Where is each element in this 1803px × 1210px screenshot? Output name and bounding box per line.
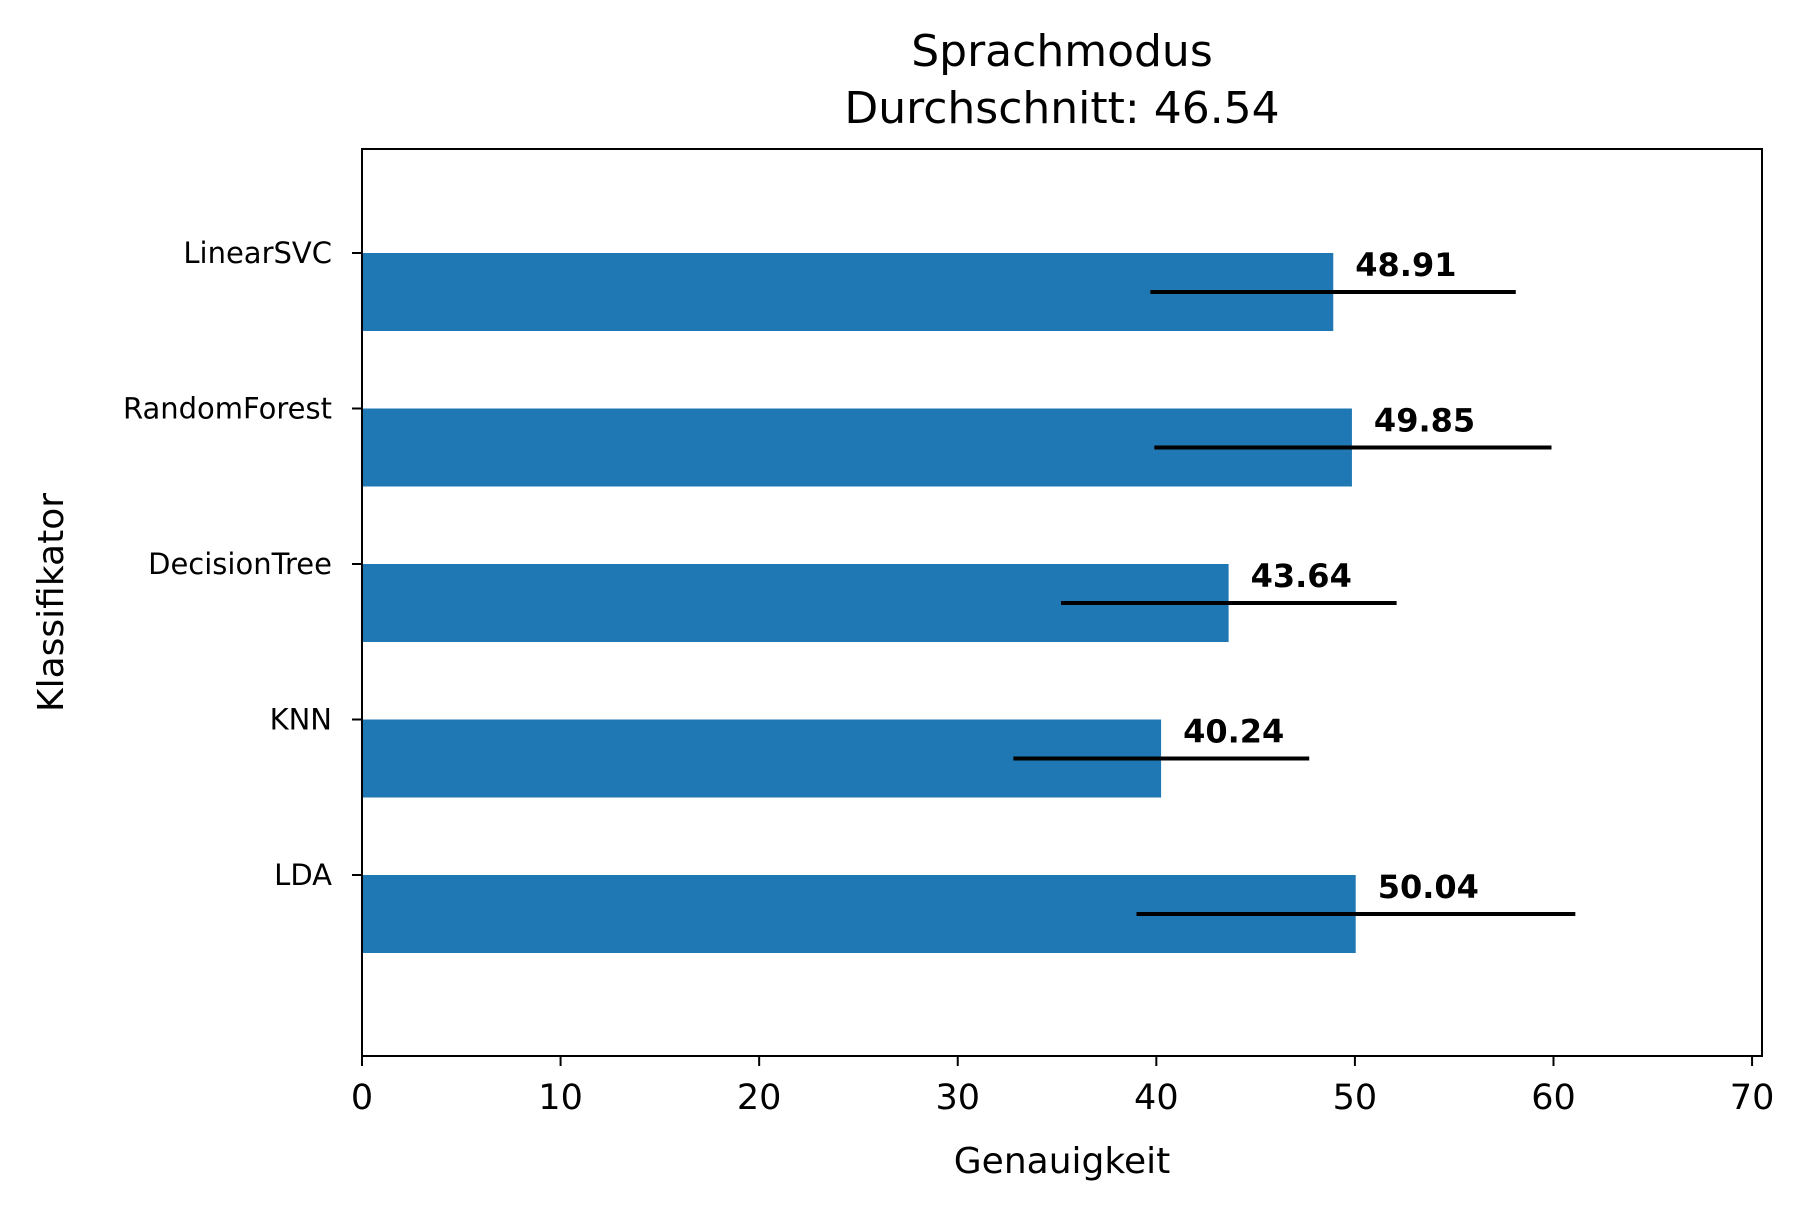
y-tick-label-knn: KNN bbox=[270, 703, 332, 737]
y-tick-label-decisiontree: DecisionTree bbox=[148, 547, 332, 581]
y-tick-label-lda: LDA bbox=[274, 858, 332, 892]
chart-title-line: Sprachmodus bbox=[911, 26, 1213, 77]
bar-value-labels: 48.91 49.85 43.64 40.24 50.04 bbox=[1183, 246, 1479, 906]
x-tick-label: 30 bbox=[935, 1078, 980, 1118]
value-label-decisiontree: 43.64 bbox=[1251, 557, 1352, 595]
y-tick-label-linearsvc: LinearSVC bbox=[183, 236, 332, 270]
y-tick-label-randomforest: RandomForest bbox=[123, 392, 332, 426]
x-tick-label: 0 bbox=[351, 1078, 373, 1118]
plot-frame bbox=[361, 148, 1763, 1057]
x-tick-label: 60 bbox=[1531, 1078, 1576, 1118]
x-tick-label: 70 bbox=[1730, 1078, 1775, 1118]
x-tick-label: 50 bbox=[1333, 1078, 1378, 1118]
x-axis-label: Genauigkeit bbox=[954, 1141, 1170, 1182]
y-axis-label: Klassifikator bbox=[31, 493, 72, 712]
chart-title-line: Durchschnitt: 46.54 bbox=[844, 83, 1279, 134]
x-axis-ticks: 0 10 20 30 40 50 60 70 bbox=[351, 1056, 1774, 1118]
value-label-knn: 40.24 bbox=[1183, 713, 1284, 751]
x-tick-label: 20 bbox=[737, 1078, 782, 1118]
x-tick-label: 40 bbox=[1134, 1078, 1179, 1118]
value-label-lda: 50.04 bbox=[1378, 868, 1479, 906]
y-axis-ticks: LinearSVC RandomForest DecisionTree KNN LDA bbox=[123, 236, 362, 892]
chart-title: Sprachmodus Durchschnitt: 46.54 bbox=[844, 26, 1279, 134]
error-bars bbox=[1013, 290, 1576, 916]
value-label-linearsvc: 48.91 bbox=[1355, 246, 1456, 284]
value-label-randomforest: 49.85 bbox=[1374, 402, 1475, 440]
x-tick-label: 10 bbox=[538, 1078, 583, 1118]
